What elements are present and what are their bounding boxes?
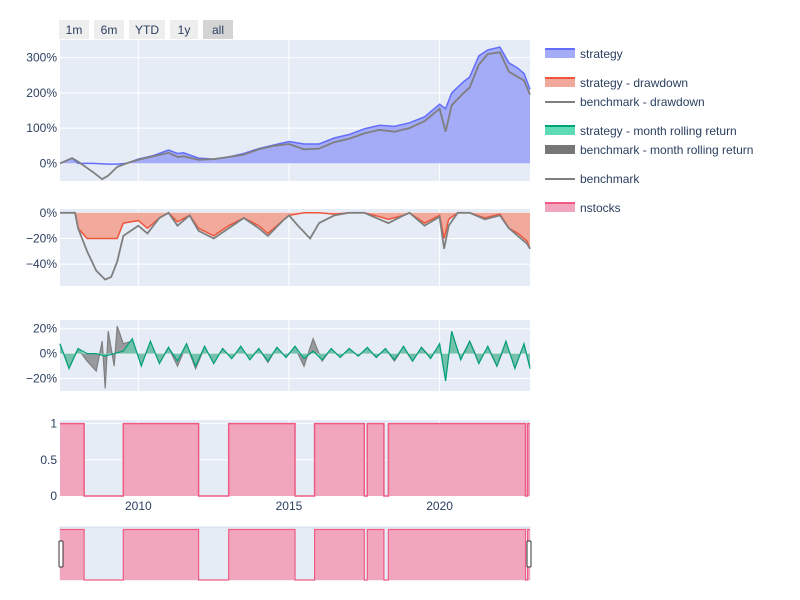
drawdown-panel: 0% −20% −40% <box>26 206 531 286</box>
legend-swatch <box>545 126 575 135</box>
slider-handle-left[interactable] <box>58 540 64 568</box>
legend-item[interactable]: benchmark <box>545 172 640 186</box>
range-button-bg[interactable] <box>94 20 124 39</box>
legend-item[interactable]: strategy <box>545 47 623 61</box>
y-tick-label: 300% <box>26 51 57 65</box>
strategy-area <box>60 47 530 165</box>
range-button-bg[interactable] <box>170 20 198 39</box>
y-tick-label: 0 <box>50 489 57 503</box>
range-button-label[interactable]: 6m <box>101 23 118 37</box>
y-tick-label: 1 <box>50 417 57 431</box>
nstocks-line <box>60 422 530 497</box>
range-button-label[interactable]: 1y <box>178 23 191 37</box>
legend-swatch <box>545 49 575 58</box>
legend-swatch <box>545 78 575 87</box>
range-button-all[interactable]: all <box>203 20 233 39</box>
range-button-label[interactable]: 1m <box>66 23 83 37</box>
y-tick-label: −20% <box>26 232 57 246</box>
range-button-YTD[interactable]: YTD <box>129 20 165 39</box>
legend-swatch <box>545 145 575 154</box>
legend-item[interactable]: strategy - month rolling return <box>545 124 737 138</box>
legend-item[interactable]: nstocks <box>545 201 621 215</box>
y-tick-label: 100% <box>26 121 57 135</box>
y-tick-label: 20% <box>33 322 57 336</box>
legend-label: strategy - drawdown <box>580 76 688 90</box>
slider-nstocks-line <box>60 528 530 581</box>
slider-handle-right[interactable] <box>526 540 532 568</box>
y-tick-label: −40% <box>26 257 57 271</box>
legend-item[interactable]: benchmark - drawdown <box>545 95 705 109</box>
legend-label: strategy <box>580 47 623 61</box>
rolling-return-panel: 20% 0% −20% <box>26 320 531 391</box>
y-tick-label: 0% <box>40 156 58 170</box>
range-button-label[interactable]: YTD <box>135 23 159 37</box>
legend-label: benchmark - month rolling return <box>580 143 753 157</box>
x-tick-label: 2010 <box>125 499 152 513</box>
legend-item[interactable]: benchmark - month rolling return <box>545 143 753 157</box>
range-selector: 1m 6m YTD 1y all <box>59 20 233 39</box>
range-button-6m[interactable]: 6m <box>94 20 124 39</box>
benchmark-line <box>59 51 531 181</box>
legend-item[interactable]: strategy - drawdown <box>545 76 688 90</box>
y-tick-label: −20% <box>26 372 57 386</box>
legend-label: benchmark - drawdown <box>580 95 705 109</box>
range-button-1y[interactable]: 1y <box>170 20 198 39</box>
y-tick-label: 0% <box>40 347 58 361</box>
y-tick-label: 0.5 <box>40 453 57 467</box>
nstocks-panel: 1 0.5 0 2010 2015 2020 <box>40 417 530 513</box>
range-button-label[interactable]: all <box>212 23 224 37</box>
legend-label: strategy - month rolling return <box>580 124 737 138</box>
range-button-1m[interactable]: 1m <box>59 20 89 39</box>
range-slider[interactable] <box>58 526 532 581</box>
cumulative-returns-panel: 0% 100% 200% 300% <box>26 40 531 181</box>
legend-swatch <box>545 203 575 212</box>
range-button-bg[interactable] <box>203 20 233 39</box>
legend-label: nstocks <box>580 201 621 215</box>
strategy-rolling-line <box>59 331 531 382</box>
legend-label: benchmark <box>580 172 640 186</box>
y-tick-label: 0% <box>40 206 58 220</box>
x-tick-label: 2020 <box>426 499 453 513</box>
legend: strategy strategy - drawdown benchmark - d… <box>545 47 753 215</box>
range-button-bg[interactable] <box>129 20 165 39</box>
y-tick-label: 200% <box>26 86 57 100</box>
benchmark-drawdown-line <box>60 211 531 281</box>
x-tick-label: 2015 <box>276 499 303 513</box>
range-button-bg[interactable] <box>59 20 89 39</box>
